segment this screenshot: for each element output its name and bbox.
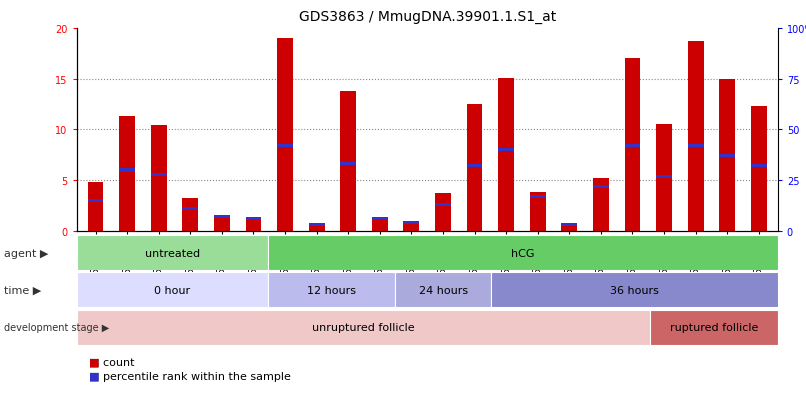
Text: ■: ■ — [89, 356, 99, 366]
Bar — [151, 126, 167, 231]
Bar — [309, 224, 325, 227]
Bar — [214, 216, 230, 231]
Bar — [182, 199, 198, 231]
Bar — [395, 273, 491, 308]
Text: ■ count: ■ count — [89, 356, 134, 366]
Bar — [751, 165, 767, 168]
Bar — [77, 235, 268, 271]
Text: unruptured follicle: unruptured follicle — [312, 322, 415, 332]
Bar — [530, 193, 546, 231]
Bar — [246, 218, 261, 231]
Bar — [435, 204, 451, 206]
Bar — [625, 59, 641, 231]
Bar — [593, 185, 609, 188]
Bar — [404, 223, 419, 231]
Bar — [688, 145, 704, 148]
Text: development stage ▶: development stage ▶ — [4, 322, 110, 332]
Bar — [119, 117, 135, 231]
Text: ■: ■ — [89, 371, 99, 381]
Bar — [467, 105, 483, 231]
Bar — [625, 145, 641, 148]
Text: 24 hours: 24 hours — [418, 285, 467, 295]
Bar — [491, 273, 778, 308]
Text: agent ▶: agent ▶ — [4, 248, 48, 258]
Bar — [751, 107, 767, 231]
Bar — [88, 183, 103, 231]
Bar — [719, 79, 735, 231]
Bar — [688, 42, 704, 231]
Bar — [277, 39, 293, 231]
Bar — [309, 224, 325, 231]
Bar — [498, 78, 514, 231]
Text: 0 hour: 0 hour — [154, 285, 190, 295]
Text: 36 hours: 36 hours — [610, 285, 659, 295]
Text: time ▶: time ▶ — [4, 285, 41, 295]
Bar — [650, 310, 778, 345]
Bar — [530, 195, 546, 198]
Bar — [372, 217, 388, 231]
Text: hCG: hCG — [511, 248, 534, 258]
Bar — [656, 175, 672, 178]
Bar — [182, 207, 198, 211]
Bar — [268, 235, 778, 271]
Text: ruptured follicle: ruptured follicle — [670, 322, 758, 332]
Bar — [498, 149, 514, 152]
Bar — [119, 169, 135, 172]
Text: ■ percentile rank within the sample: ■ percentile rank within the sample — [89, 371, 290, 381]
Bar — [340, 92, 356, 231]
Bar — [77, 273, 268, 308]
Bar — [467, 165, 483, 168]
Text: 12 hours: 12 hours — [307, 285, 356, 295]
Bar — [277, 145, 293, 148]
Bar — [719, 155, 735, 158]
Bar — [562, 224, 577, 227]
Bar — [404, 222, 419, 225]
Bar — [151, 173, 167, 176]
Text: GDS3863 / MmugDNA.39901.1.S1_at: GDS3863 / MmugDNA.39901.1.S1_at — [298, 10, 556, 24]
Bar — [593, 179, 609, 231]
Bar — [246, 218, 261, 221]
Bar — [340, 163, 356, 166]
Bar — [88, 199, 103, 202]
Bar — [562, 224, 577, 231]
Bar — [656, 125, 672, 231]
Bar — [435, 194, 451, 231]
Bar — [214, 216, 230, 218]
Text: untreated: untreated — [144, 248, 200, 258]
Bar — [372, 218, 388, 221]
Bar — [77, 310, 650, 345]
Bar — [268, 273, 395, 308]
